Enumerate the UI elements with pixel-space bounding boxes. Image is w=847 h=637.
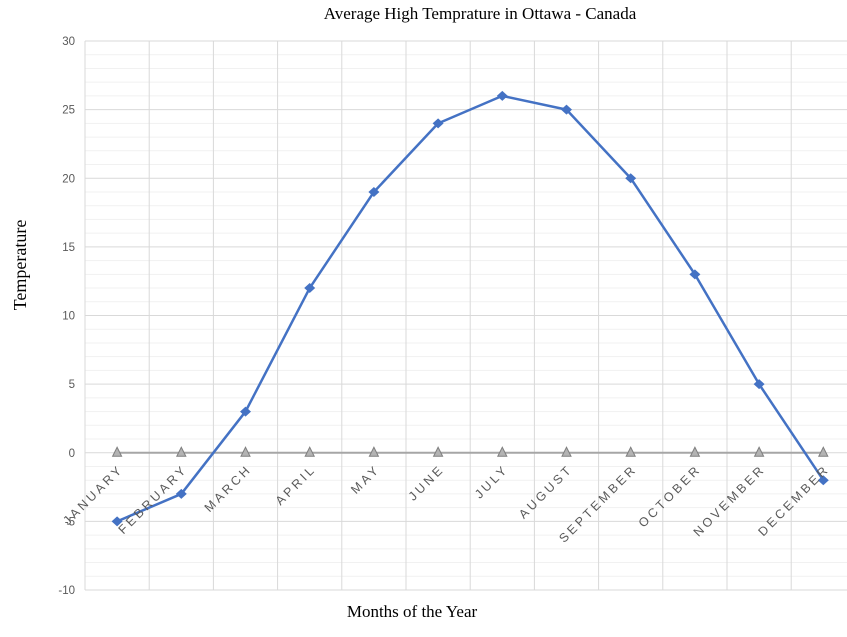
data-point-triangle: [304, 446, 316, 457]
x-category-label: MAY: [348, 462, 383, 497]
data-point-triangle: [561, 446, 572, 457]
x-category-label: MARCH: [202, 462, 255, 515]
y-tick-label: 10: [62, 311, 75, 323]
data-point-diamond: [753, 379, 765, 390]
data-point-diamond: [111, 516, 123, 527]
chart-title: Average High Temprature in Ottawa - Cana…: [323, 4, 637, 23]
y-tick-label: 25: [62, 105, 75, 117]
x-category-label: FEBRUARY: [116, 462, 191, 537]
data-point-diamond: [496, 90, 508, 101]
x-category-label: JUNE: [406, 462, 447, 503]
data-point-diamond: [432, 118, 444, 129]
y-tick-label: 20: [62, 173, 75, 185]
data-point-triangle: [240, 446, 251, 457]
data-point-triangle: [175, 446, 187, 457]
y-tick-label: 30: [62, 36, 75, 48]
y-tick-label: 5: [69, 379, 75, 391]
data-point-diamond: [561, 104, 572, 115]
x-category-label: DECEMBER: [755, 462, 832, 539]
data-point-triangle: [368, 446, 380, 457]
y-tick-label: -5: [65, 516, 75, 528]
x-category-label: OCTOBER: [636, 462, 704, 530]
data-point-triangle: [111, 446, 123, 457]
x-category-label: AUGUST: [516, 462, 575, 521]
data-point-diamond: [240, 406, 251, 417]
y-tick-label: -10: [58, 585, 75, 597]
y-tick-label: 0: [69, 448, 75, 460]
data-point-diamond: [304, 283, 316, 294]
data-point-diamond: [817, 475, 829, 486]
data-point-triangle: [689, 446, 701, 457]
data-point-triangle: [817, 446, 829, 457]
data-point-triangle: [432, 446, 444, 457]
x-category-label: JULY: [472, 462, 511, 501]
data-point-diamond: [175, 488, 187, 499]
x-axis-title: Months of the Year: [346, 602, 478, 621]
data-point-triangle: [496, 446, 508, 457]
x-category-label: APRIL: [273, 462, 319, 508]
data-point-diamond: [689, 269, 701, 280]
y-tick-label: 15: [62, 242, 75, 254]
data-point-triangle: [625, 446, 637, 457]
series-line-average-high-temperature: [115, 94, 825, 523]
data-point-diamond: [625, 173, 637, 184]
data-point-triangle: [753, 446, 765, 457]
data-point-diamond: [368, 186, 380, 197]
